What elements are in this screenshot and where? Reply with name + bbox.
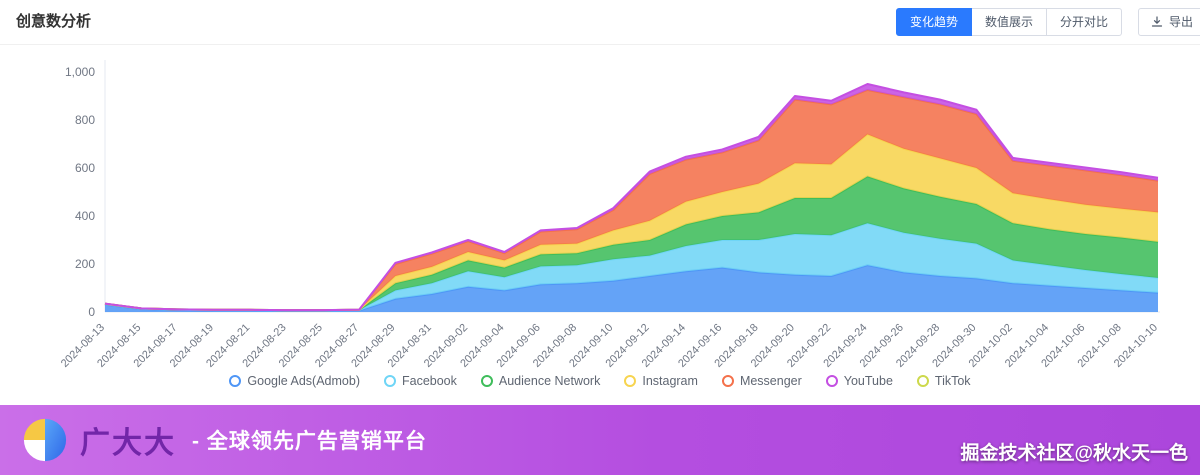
legend-item-facebook[interactable]: Facebook — [383, 374, 457, 388]
footer-banner: 广大大 - 全球领先广告营销平台 掘金技术社区@秋水天一色 — [0, 405, 1200, 475]
legend-label: Instagram — [642, 374, 698, 388]
value-display-button[interactable]: 数值展示 — [970, 8, 1047, 37]
watermark-text: 掘金技术社区@秋水天一色 — [960, 443, 1188, 464]
legend-marker-icon — [229, 375, 242, 387]
download-icon — [1151, 16, 1163, 28]
page-title: 创意数分析 — [16, 13, 92, 30]
guangdada-logo — [22, 417, 68, 463]
legend-marker-icon — [383, 375, 396, 387]
separate-compare-button[interactable]: 分开对比 — [1045, 8, 1122, 37]
legend-item-instagram[interactable]: Instagram — [624, 374, 698, 388]
y-axis-label: 1,000 — [65, 65, 95, 79]
trend-view-button[interactable]: 变化趋势 — [895, 8, 972, 37]
export-button[interactable]: 导出 — [1137, 8, 1200, 37]
legend-marker-icon — [480, 375, 493, 387]
view-mode-segmented-control: 变化趋势 数值展示 分开对比 — [895, 8, 1122, 37]
y-axis-label: 600 — [75, 161, 95, 175]
legend-marker-icon — [721, 375, 734, 387]
area-series-facebook[interactable] — [105, 223, 1158, 311]
y-axis-label: 400 — [75, 209, 95, 223]
y-axis-label: 200 — [75, 257, 95, 271]
legend-item-audience-network[interactable]: Audience Network — [480, 374, 601, 388]
export-button-label: 导出 — [1168, 15, 1193, 29]
stacked-area-chart[interactable]: 02004006008001,0002024-08-132024-08-1520… — [0, 42, 1200, 392]
legend-item-youtube[interactable]: YouTube — [825, 374, 893, 388]
area-series-instagram[interactable] — [105, 134, 1158, 311]
legend-label: TikTok — [934, 374, 971, 388]
legend-label: Google Ads(Admob) — [247, 374, 360, 388]
legend-item-tiktok[interactable]: TikTok — [916, 374, 971, 388]
y-axis-label: 0 — [88, 305, 95, 319]
legend-label: Audience Network — [498, 374, 601, 388]
legend-label: Facebook — [401, 374, 457, 388]
brand-tagline: - 全球领先广告营销平台 — [192, 430, 427, 453]
legend-item-google-ads-admob-[interactable]: Google Ads(Admob) — [229, 374, 360, 388]
legend-label: YouTube — [843, 374, 893, 388]
legend-item-messenger[interactable]: Messenger — [721, 374, 802, 388]
legend-marker-icon — [916, 375, 929, 387]
header-controls: 变化趋势 数值展示 分开对比 导出 — [895, 8, 1200, 37]
chart-legend: Google Ads(Admob) Facebook Audience Networ… — [0, 374, 1200, 388]
legend-marker-icon — [624, 375, 637, 387]
area-series-line-youtube — [104, 83, 1159, 312]
area-series-messenger[interactable] — [105, 90, 1158, 311]
brand-name: 广大大 — [80, 427, 176, 460]
area-series-google-ads-admob-[interactable] — [105, 265, 1158, 312]
legend-label: Messenger — [739, 374, 802, 388]
y-axis-label: 800 — [75, 113, 95, 127]
page-header: 创意数分析 变化趋势 数值展示 分开对比 导出 — [0, 0, 1200, 45]
legend-marker-icon — [825, 375, 838, 387]
